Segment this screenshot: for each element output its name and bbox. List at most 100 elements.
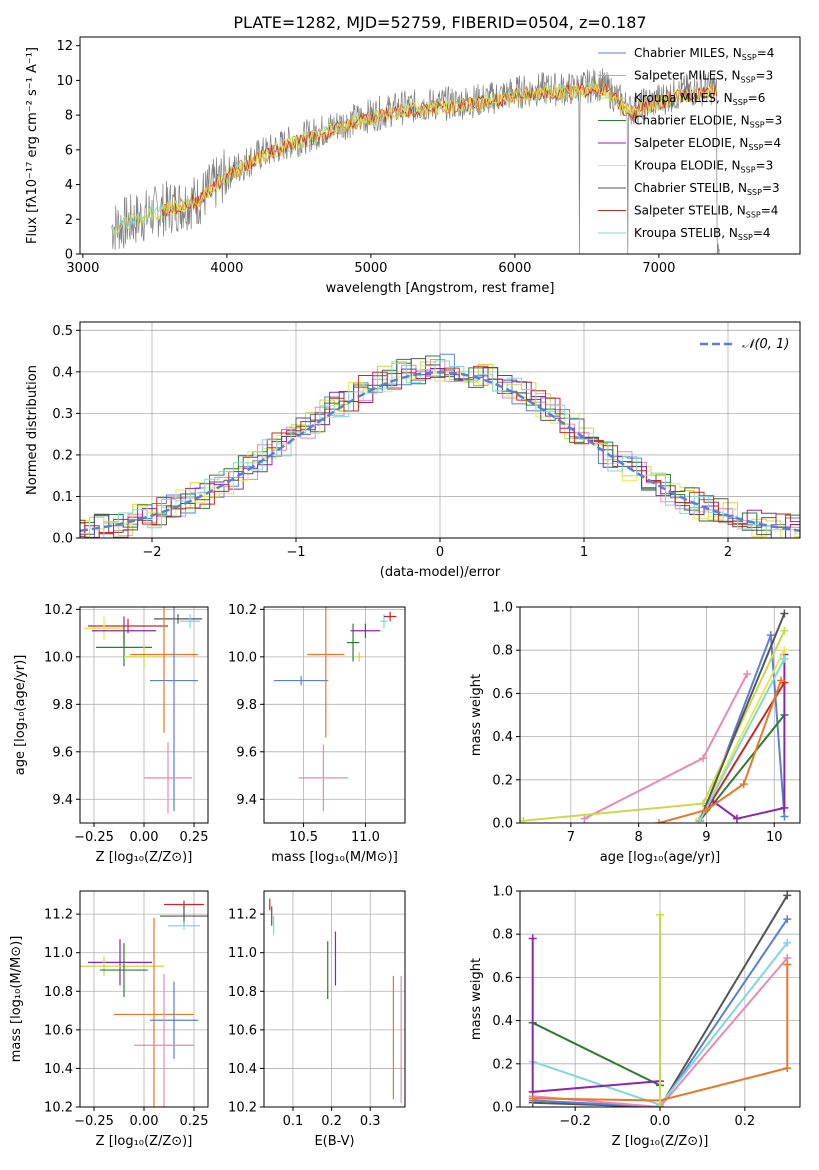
y-tick-label: 0.1 <box>52 490 73 505</box>
y-axis-label: age [log₁₀(age/yr)] <box>13 655 28 776</box>
x-tick-label: 5000 <box>354 261 387 276</box>
axes-frame <box>519 606 801 824</box>
y-tick-label: 1.0 <box>492 601 513 616</box>
x-axis-label: (data-model)/error <box>380 565 501 580</box>
y-tick-label: 0.3 <box>52 407 73 422</box>
axes-frame <box>79 36 801 255</box>
series-marker <box>699 754 708 763</box>
x-tick-label: 11.0 <box>351 830 380 845</box>
y-tick-label: 10.0 <box>228 650 257 665</box>
series-marker <box>656 1103 664 1107</box>
histogram-step-line <box>80 360 800 538</box>
series-line <box>532 1021 661 1087</box>
legend-entry: Chabrier MILES, NSSP=4 <box>634 46 774 62</box>
legend-entry: Kroupa ELODIE, NSSP=3 <box>634 159 773 175</box>
model-spectrum-line <box>161 83 717 216</box>
series-marker <box>739 780 748 789</box>
axes-age_mass: 10.5 11.0 9.4 9.6 9.8 10.0 10.2 mass [log₁₀(M/M… <box>228 603 406 865</box>
y-tick-label: 9.6 <box>52 745 73 760</box>
x-tick-label: 0.0 <box>650 1114 671 1129</box>
y-tick-label: 12 <box>56 39 73 54</box>
error-bar-point <box>168 921 200 930</box>
y-tick-label: 11.0 <box>44 946 73 961</box>
x-tick-label: 7 <box>567 830 575 845</box>
x-tick-label: 6000 <box>498 261 531 276</box>
axes-weight_age: 7 8 9 10 0.0 0.2 0.4 0.6 0.8 1.0 age [log₁₀(age/yr… <box>469 601 801 865</box>
legend-entry: Salpeter ELODIE, NSSP=4 <box>634 136 781 152</box>
model-spectrum-line <box>161 79 717 217</box>
axes-frame <box>263 890 406 1108</box>
error-bar-point <box>130 607 198 733</box>
axes-residuals: −2 −1 0 1 2 0.0 0.1 0.2 0.3 0.4 0.5 (data-model)/er… <box>25 321 801 580</box>
y-tick-label: 6 <box>65 143 73 158</box>
y-tick-label: 0.8 <box>492 928 513 943</box>
y-tick-label: 0.4 <box>492 1014 513 1029</box>
x-tick-label: 10 <box>766 830 783 845</box>
x-axis-label: mass [log₁₀(M/M⊙)] <box>271 850 398 865</box>
y-tick-label: 0.0 <box>492 1101 513 1116</box>
series-line <box>698 649 786 820</box>
y-tick-label: 9.4 <box>236 793 257 808</box>
y-tick-label: 11.2 <box>44 908 73 923</box>
y-tick-label: 10.8 <box>44 985 73 1000</box>
histogram-step-line <box>80 358 800 538</box>
series-marker <box>654 819 663 823</box>
y-tick-label: 0.5 <box>52 324 73 339</box>
error-bar-point <box>88 939 152 986</box>
x-tick-label: 0.00 <box>130 830 159 845</box>
series-line <box>698 613 786 822</box>
error-bar-point <box>114 918 194 1107</box>
series-marker <box>702 806 711 815</box>
series-marker <box>783 891 792 900</box>
plot-area <box>520 609 789 823</box>
series-line <box>698 682 786 822</box>
legend-entry: Salpeter MILES, NSSP=3 <box>634 69 773 85</box>
error-bar-point <box>307 607 345 738</box>
series-marker <box>528 1094 537 1103</box>
y-tick-label: 0.6 <box>492 687 513 702</box>
y-tick-label: 0.0 <box>492 817 513 832</box>
y-tick-label: 2 <box>65 213 73 228</box>
legend-entry: Chabrier STELIB, NSSP=3 <box>634 181 780 197</box>
legend-entry: Chabrier ELODIE, NSSP=3 <box>634 114 782 130</box>
x-tick-label: −0.2 <box>559 1114 591 1129</box>
x-tick-label: −1 <box>286 545 305 560</box>
x-tick-label: 0 <box>436 545 444 560</box>
series-marker <box>777 676 786 685</box>
y-tick-label: 10.0 <box>44 650 73 665</box>
error-bar-point <box>350 623 381 638</box>
error-bar-point <box>80 956 164 976</box>
series-line <box>698 658 786 822</box>
series-marker <box>780 654 789 663</box>
series-marker <box>780 812 789 821</box>
y-tick-label: 0 <box>65 248 73 263</box>
error-bar-point <box>346 623 360 662</box>
y-tick-label: 10 <box>56 74 73 89</box>
x-tick-label: 3000 <box>66 261 99 276</box>
error-bar-point <box>84 616 124 641</box>
x-axis-label: age [log₁₀(age/yr)] <box>600 850 721 865</box>
legend-entry: Salpeter STELIB, NSSP=4 <box>634 204 778 220</box>
y-tick-label: 10.6 <box>228 1023 257 1038</box>
legend-entry: Kroupa STELIB, NSSP=4 <box>634 226 771 242</box>
y-axis-label: mass weight <box>469 958 484 1040</box>
x-axis-label: Z [log₁₀(Z/Z⊙)] <box>96 1134 193 1149</box>
plot-area <box>80 900 208 1107</box>
series-marker <box>780 646 789 655</box>
axes-age_Z: −0.25 0.00 0.25 9.4 9.6 9.8 10.0 10.2 Z [log₁₀(Z… <box>13 603 209 865</box>
y-tick-label: 11.0 <box>228 946 257 961</box>
series-marker <box>766 631 775 640</box>
series-marker <box>656 910 664 919</box>
y-tick-label: 11.2 <box>228 908 257 923</box>
x-tick-label: 2 <box>724 545 732 560</box>
error-bar-point <box>298 744 349 812</box>
y-tick-label: 0.6 <box>492 971 513 986</box>
model-spectrum-line <box>161 82 717 217</box>
error-bar-point <box>134 973 194 1107</box>
y-tick-label: 0.2 <box>492 773 513 788</box>
x-tick-label: −0.25 <box>74 830 114 845</box>
series-marker <box>780 626 789 635</box>
x-tick-label: 8 <box>635 830 643 845</box>
error-bar-point <box>383 611 397 622</box>
